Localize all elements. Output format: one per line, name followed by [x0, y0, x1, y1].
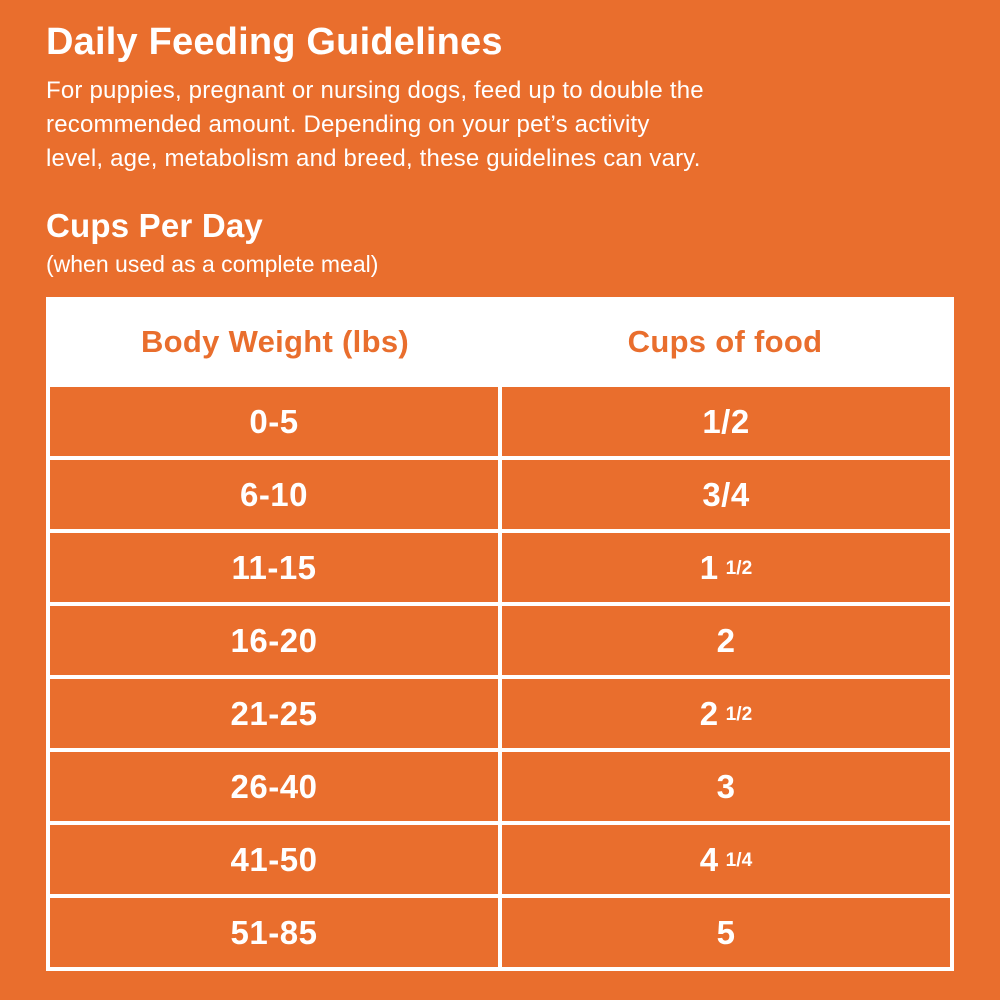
cups-of-food-cell: 4 1/4 [502, 825, 950, 895]
table-row: 0-5 1/2 [50, 387, 950, 457]
table-row: 11-15 1 1/2 [50, 533, 950, 603]
column-header-body-weight: Body Weight (lbs) [140, 324, 409, 360]
table-row: 26-40 3 [50, 752, 950, 822]
cups-of-food-cell: 5 [502, 898, 950, 968]
cups-of-food-cell: 1 1/2 [502, 533, 950, 603]
section-heading-cups-per-day: Cups Per Day [46, 206, 263, 244]
table-row: 41-50 4 1/4 [50, 825, 950, 895]
intro-description: For puppies, pregnant or nursing dogs, f… [46, 76, 704, 172]
feeding-table: Body Weight (lbs) Cups of food 0-5 1/2 6-1… [46, 297, 954, 972]
cups-of-food-cell: 3/4 [502, 460, 950, 530]
cups-of-food-cell: 3 [502, 752, 950, 822]
body-weight-cell: 51-85 [50, 898, 498, 968]
table-row: 51-85 5 [50, 898, 950, 968]
body-weight-cell: 11-15 [50, 533, 498, 603]
body-weight-cell: 0-5 [50, 387, 498, 457]
table-row: 16-20 2 [50, 606, 950, 676]
page-title: Daily Feeding Guidelines [46, 21, 503, 63]
table-row: 6-10 3/4 [50, 460, 950, 530]
cups-of-food-cell: 2 1/2 [502, 679, 950, 749]
body-weight-cell: 21-25 [50, 679, 498, 749]
body-weight-cell: 16-20 [50, 606, 498, 676]
body-weight-cell: 26-40 [50, 752, 498, 822]
body-weight-cell: 41-50 [50, 825, 498, 895]
table-row: 21-25 2 1/2 [50, 679, 950, 749]
cups-of-food-cell: 1/2 [502, 387, 950, 457]
body-weight-cell: 6-10 [50, 460, 498, 530]
feeding-table-header-row: Body Weight (lbs) Cups of food [50, 301, 950, 384]
section-subheading: (when used as a complete meal) [46, 251, 379, 278]
column-header-cups-of-food: Cups of food [627, 324, 823, 360]
cups-of-food-cell: 2 [502, 606, 950, 676]
feeding-table-body: 0-5 1/2 6-10 3/4 11-15 1 1/2 16-20 2 21-25 2 1/2 26-… [50, 387, 950, 968]
